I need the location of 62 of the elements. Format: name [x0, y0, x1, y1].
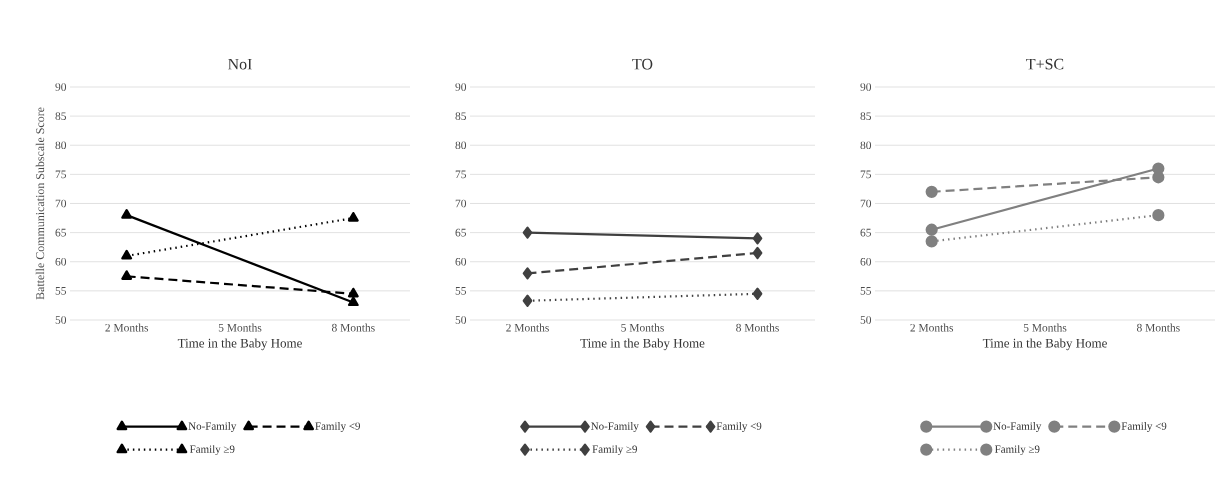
legend-label: Family <9 — [1121, 422, 1167, 432]
y-tick-label: 85 — [860, 112, 872, 120]
x-tick-label: 8 Months — [331, 323, 375, 332]
y-tick-label: 60 — [860, 257, 872, 266]
x-tick-label: 5 Months — [1023, 323, 1067, 332]
point — [925, 223, 938, 236]
point — [752, 246, 763, 260]
x-tick-label: 8 Months — [1136, 323, 1180, 332]
y-tick-label: 80 — [860, 141, 872, 150]
point — [522, 267, 533, 280]
x-tick-label: 5 Months — [218, 323, 262, 332]
y-tick-label: 90 — [455, 83, 467, 91]
y-tick-label: 90 — [55, 83, 67, 91]
y-tick-label: 70 — [55, 199, 67, 208]
legend-label: Family ≥9 — [592, 445, 637, 456]
point — [752, 287, 763, 300]
point — [925, 185, 938, 198]
legend-label: Family <9 — [716, 422, 762, 432]
y-tick-label: 90 — [860, 83, 872, 91]
y-tick-label: 55 — [55, 287, 67, 295]
x-tick-label: 2 Months — [105, 323, 149, 332]
x-tick-label: 2 Months — [910, 323, 954, 332]
x-axis-title: Time in the Baby Home — [177, 338, 302, 351]
x-tick-label: 2 Months — [506, 323, 549, 332]
legend-label: No-Family — [188, 422, 237, 432]
y-tick-label: 70 — [860, 199, 872, 208]
point — [522, 294, 533, 307]
y-tick-label: 80 — [455, 141, 467, 150]
chart-title: T+SC — [1026, 58, 1064, 70]
y-tick-label: 70 — [455, 199, 467, 208]
chart-title: TO — [632, 58, 653, 70]
y-tick-label: 75 — [55, 170, 67, 179]
y-tick-label: 55 — [455, 287, 467, 295]
y-tick-label: 50 — [55, 316, 67, 324]
y-tick-label: 50 — [860, 316, 872, 324]
legend-label: No-Family — [993, 422, 1042, 432]
x-tick-label: 5 Months — [621, 323, 664, 332]
legend-label: Family <9 — [315, 422, 360, 432]
legend-label: Family ≥9 — [189, 445, 235, 456]
y-tick-label: 75 — [455, 170, 467, 179]
y-tick-label: 55 — [860, 287, 872, 295]
y-tick-label: 80 — [55, 141, 67, 150]
y-tick-label: 65 — [860, 228, 872, 237]
y-tick-label: 85 — [455, 112, 467, 120]
y-tick-label: 65 — [455, 228, 467, 237]
y-axis-title: Battelle Communication Subscale Score — [35, 107, 45, 300]
y-tick-label: 50 — [455, 316, 467, 324]
point — [522, 226, 533, 239]
x-tick-label: 8 Months — [736, 323, 779, 332]
point — [1152, 209, 1165, 222]
y-tick-label: 60 — [55, 257, 67, 266]
y-tick-label: 65 — [55, 228, 67, 237]
legend-label: No-Family — [591, 422, 639, 432]
legend-label: Family ≥9 — [994, 445, 1040, 456]
point — [752, 232, 763, 245]
chart-title: NoI — [228, 58, 252, 70]
point — [925, 235, 938, 248]
x-axis-title: Time in the Baby Home — [580, 338, 705, 351]
x-axis-title: Time in the Baby Home — [982, 338, 1107, 351]
y-tick-label: 75 — [860, 170, 872, 179]
y-tick-label: 60 — [455, 257, 467, 266]
y-tick-label: 85 — [55, 112, 67, 120]
